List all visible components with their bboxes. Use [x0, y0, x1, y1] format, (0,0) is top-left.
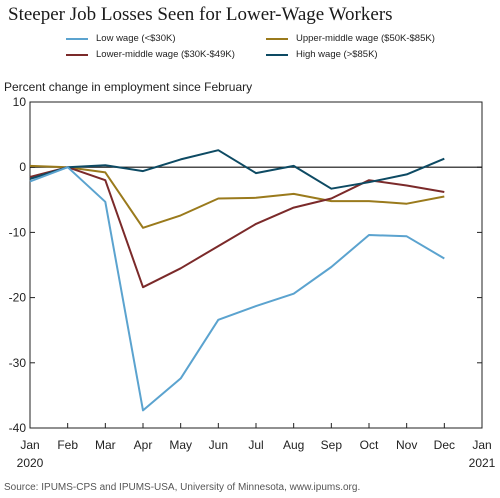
x-tick-label: Nov [396, 438, 417, 452]
y-tick-label: -40 [9, 421, 27, 435]
x-tick-label: Aug [283, 438, 304, 452]
series-line-high-wage-85k [29, 149, 445, 190]
legend-item-low-wage: Low wage (<$30K) [66, 33, 175, 44]
legend-label-high-wage: High wage (>$85K) [296, 49, 378, 60]
series-line-low-wage-30k [29, 166, 445, 412]
legend-label-lower-middle-wage: Lower-middle wage ($30K-$49K) [96, 49, 235, 60]
x-tick-label: Feb [57, 438, 78, 452]
x-tick-label: May [169, 438, 192, 452]
x-tick-label: Sep [321, 438, 343, 452]
chart-title: Steeper Job Losses Seen for Lower-Wage W… [8, 4, 393, 25]
legend-label-low-wage: Low wage (<$30K) [96, 33, 176, 44]
source-note: Source: IPUMS-CPS and IPUMS-USA, Univers… [4, 482, 361, 493]
legend-item-upper-middle-wage: Upper-middle wage ($50K-$85K) [266, 33, 435, 44]
legend-swatch-low-wage [66, 37, 88, 40]
y-tick-label: -30 [9, 356, 27, 370]
x-tick-label: Jan [472, 438, 491, 452]
x-tick-label: Mar [95, 438, 116, 452]
y-tick-label: -20 [9, 291, 27, 305]
x-tick-year-label: 2020 [17, 456, 44, 470]
legend-item-lower-middle-wage: Lower-middle wage ($30K-$49K) [66, 49, 235, 60]
x-tick-label: Dec [434, 438, 455, 452]
legend-swatch-lower-middle-wage [66, 53, 88, 56]
y-tick-label: 10 [13, 95, 27, 109]
x-tick-label: Jun [209, 438, 228, 452]
y-tick-label: -10 [9, 225, 27, 239]
legend-swatch-upper-middle-wage [266, 37, 288, 40]
legend-swatch-high-wage [266, 53, 288, 56]
x-tick-year-label: 2021 [469, 456, 496, 470]
x-tick-label: Jan [20, 438, 39, 452]
line-chart: 10 0 -10 -20 -30 -40 Jan 2020 Feb Mar Apr May Jun Jul… [9, 95, 496, 470]
legend-item-high-wage: High wage (>$85K) [266, 49, 378, 60]
y-tick-label: 0 [19, 160, 26, 174]
x-tick-label: Jul [248, 438, 263, 452]
series-line-upper-middle-wage-50k-85k [29, 164, 445, 229]
legend: Low wage (<$30K) Upper-middle wage ($50K… [66, 33, 486, 63]
legend-label-upper-middle-wage: Upper-middle wage ($50K-$85K) [296, 33, 435, 44]
plot-frame [29, 101, 483, 429]
y-axis-title: Percent change in employment since Febru… [4, 80, 253, 94]
series-line-lower-middle-wage-30k-49k [29, 166, 445, 289]
x-tick-label: Oct [360, 438, 379, 452]
x-tick-label: Apr [134, 438, 153, 452]
